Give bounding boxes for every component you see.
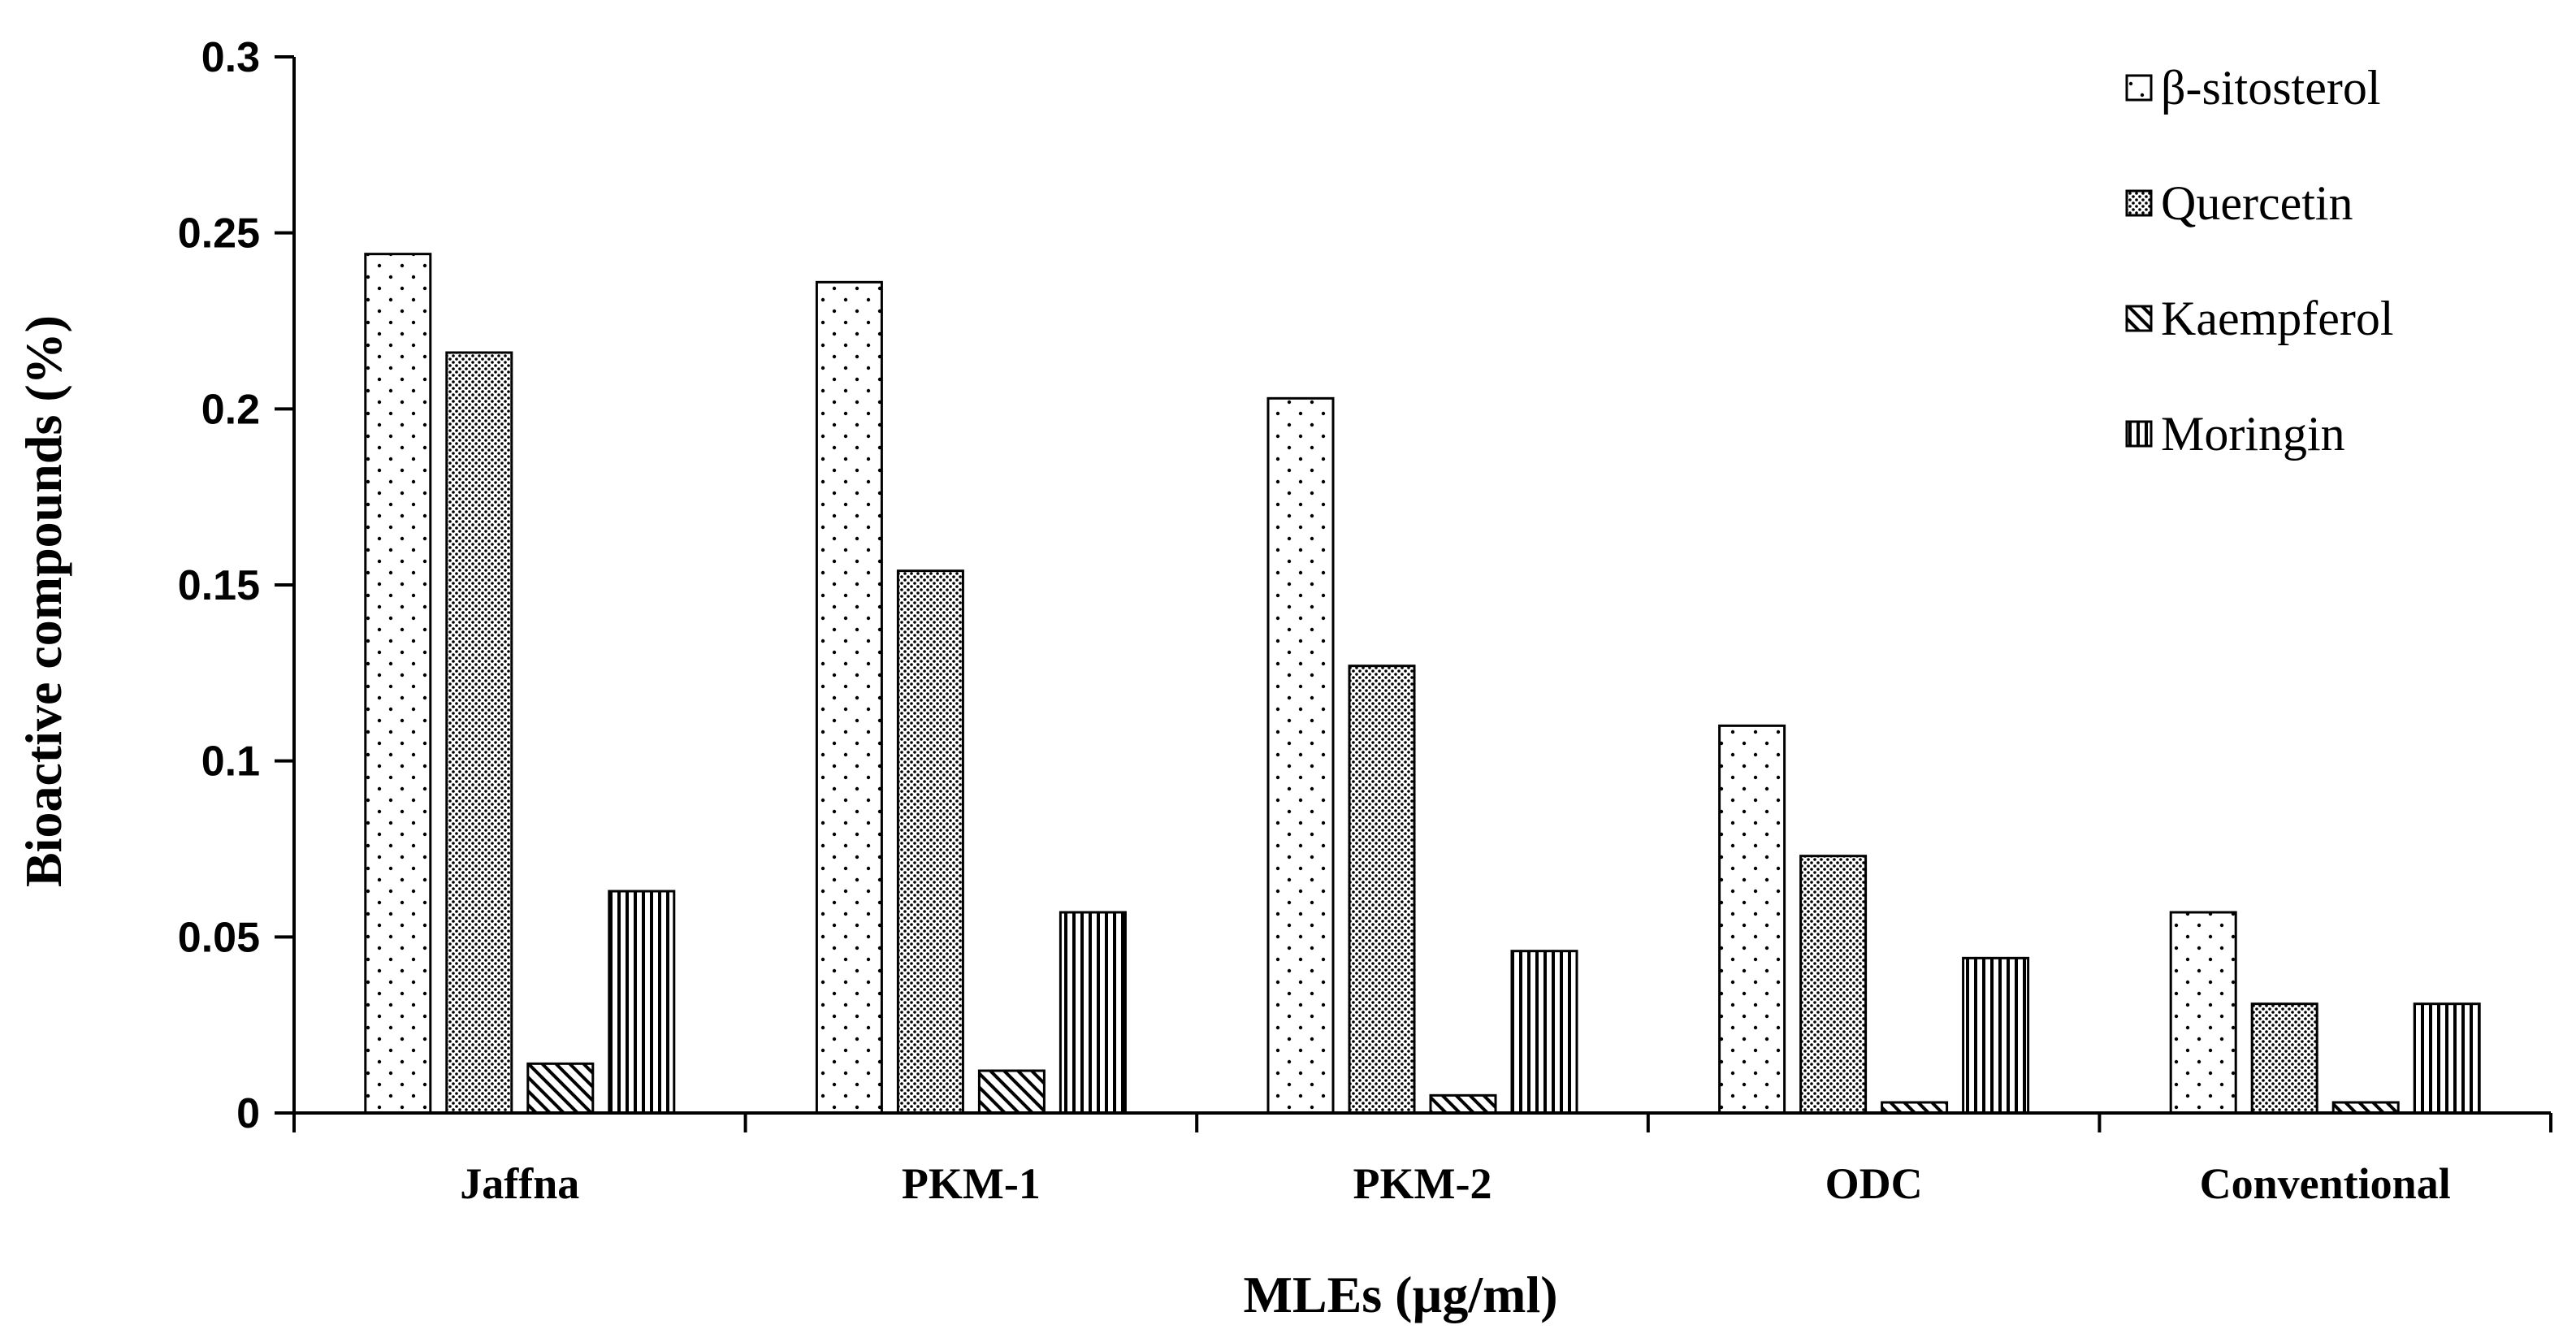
y-ticks: 0 0.05 0.1 0.15 0.2 0.25 0.3 <box>178 34 294 1137</box>
bar-pkm-2-kaempferol <box>1429 1093 1497 1115</box>
y-tick-label: 0.05 <box>178 914 260 961</box>
y-tick-label: 0.3 <box>201 34 260 81</box>
y-tick-label: 0 <box>236 1090 260 1137</box>
legend-swatch-moringin <box>2125 420 2153 448</box>
bar-pkm-1-kaempferol <box>977 1069 1046 1115</box>
bars-layer <box>364 253 2481 1115</box>
legend-swatch-quercetin <box>2125 189 2153 217</box>
y-tick-label: 0.15 <box>178 562 260 609</box>
x-category-label: PKM-1 <box>902 1159 1041 1208</box>
y-axis-title: Bioactive compounds (%) <box>15 315 72 887</box>
y-tick-label: 0.1 <box>201 738 260 786</box>
bar-pkm-2-sitosterol <box>1266 396 1335 1115</box>
bar-odc-quercetin <box>1799 855 1868 1115</box>
bar-jaffna-moringin <box>608 890 676 1115</box>
legend-label-sitosterol: β-sitosterol <box>2161 61 2381 115</box>
legend-label-quercetin: Quercetin <box>2161 176 2353 230</box>
legend-label-kaempferol: Kaempferol <box>2161 292 2394 345</box>
bar-odc-sitosterol <box>1718 724 1786 1115</box>
bar-pkm-1-sitosterol <box>815 280 883 1115</box>
bar-jaffna-sitosterol <box>364 253 432 1115</box>
x-axis-title: MLEs (µg/ml) <box>1243 1266 1557 1323</box>
x-category-label: Jaffna <box>460 1159 579 1208</box>
x-category-label: PKM-2 <box>1353 1159 1492 1208</box>
bar-pkm-2-quercetin <box>1348 665 1416 1115</box>
x-category-label: ODC <box>1825 1159 1923 1208</box>
bar-conventional-moringin <box>2413 1002 2481 1115</box>
y-tick-label: 0.2 <box>201 386 260 433</box>
x-ticks <box>292 1113 2552 1132</box>
bar-jaffna-quercetin <box>445 351 513 1115</box>
category-labels: Jaffna PKM-1 PKM-2 ODC Conventional <box>460 1159 2450 1208</box>
x-category-label: Conventional <box>2200 1159 2451 1208</box>
axes: 0 0.05 0.1 0.15 0.2 0.25 0.3 <box>178 34 2552 1137</box>
y-tick-label: 0.25 <box>178 210 260 258</box>
bar-odc-moringin <box>1962 956 2030 1115</box>
legend: β-sitosterol Quercetin Kaempferol Moringin <box>2125 61 2394 461</box>
bar-jaffna-kaempferol <box>526 1062 595 1115</box>
legend-label-moringin: Moringin <box>2161 407 2345 461</box>
bar-conventional-sitosterol <box>2169 911 2237 1115</box>
bar-pkm-2-moringin <box>1510 950 1578 1115</box>
legend-swatch-sitosterol <box>2125 74 2153 102</box>
legend-swatch-kaempferol <box>2125 305 2153 332</box>
bar-conventional-quercetin <box>2250 1002 2318 1115</box>
bar-pkm-1-moringin <box>1059 911 1127 1115</box>
bar-pkm-1-quercetin <box>896 569 964 1115</box>
